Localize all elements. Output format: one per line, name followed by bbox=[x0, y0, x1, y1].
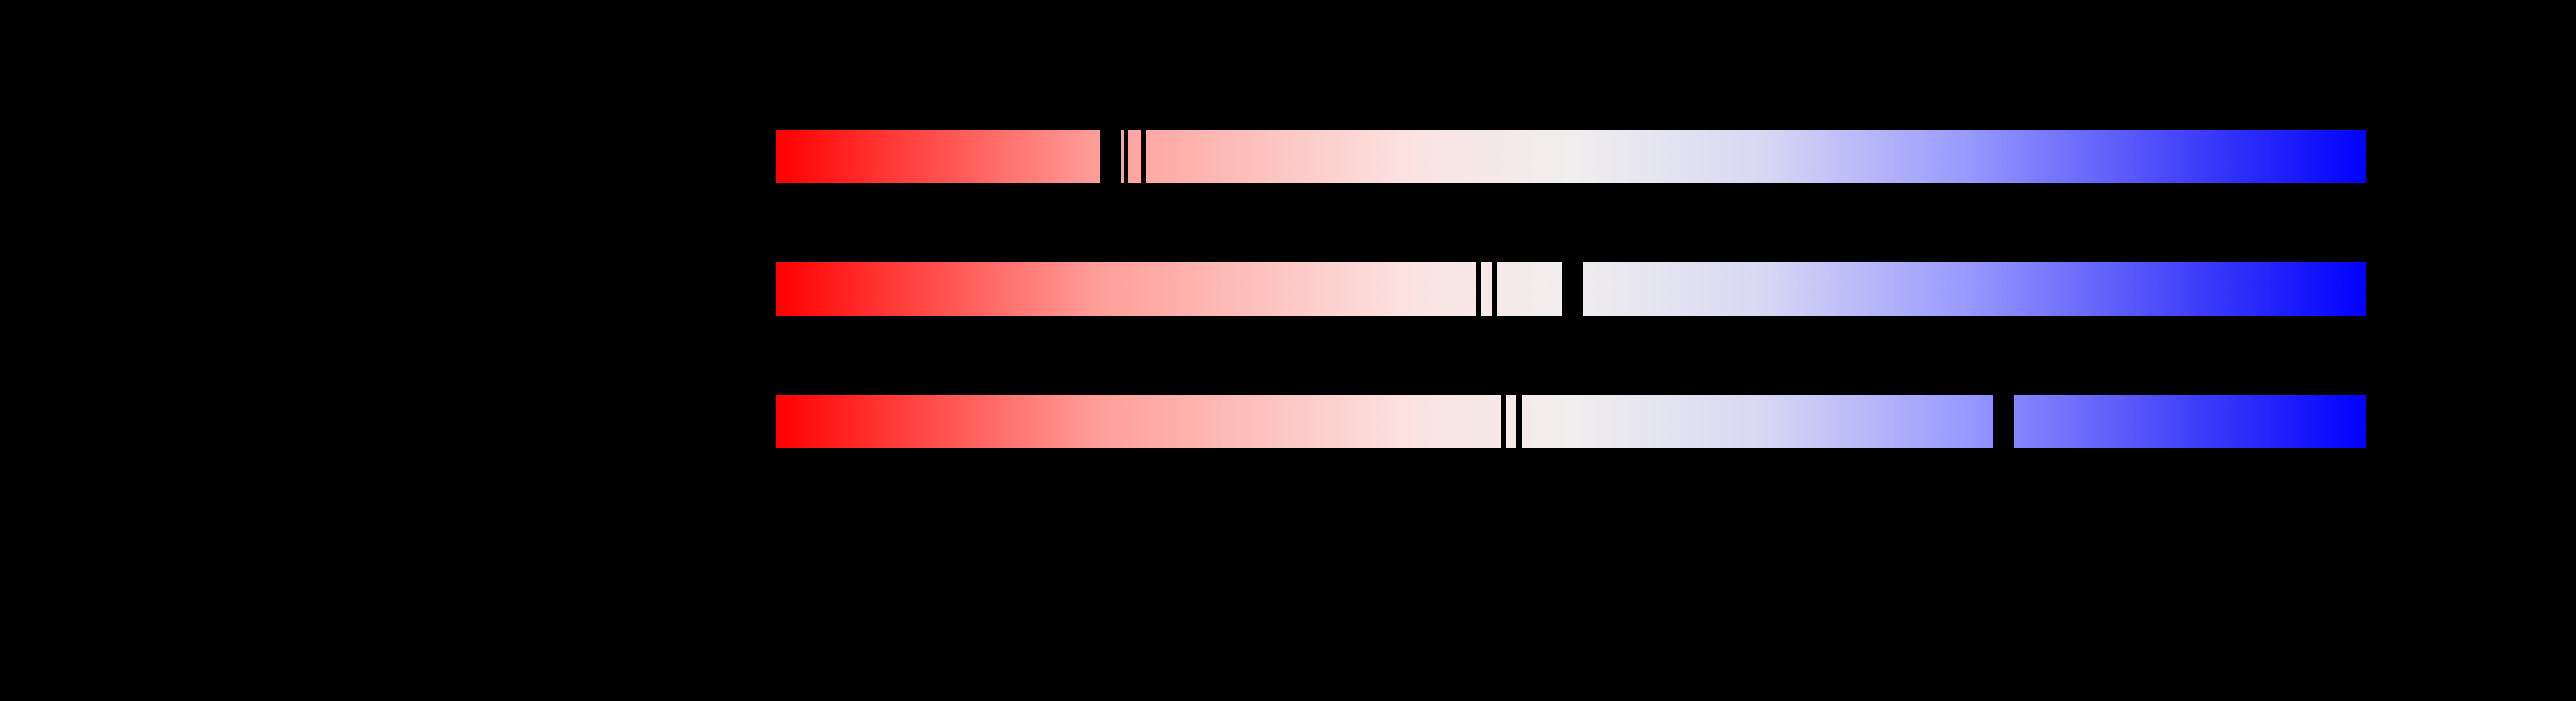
marker-line-thin bbox=[1516, 395, 1522, 448]
gradient-bar-1 bbox=[775, 129, 2366, 183]
marker-line-thin bbox=[1501, 395, 1506, 448]
marker-line-thin bbox=[1141, 129, 1146, 183]
gradient-bar-3 bbox=[775, 395, 2366, 448]
marker-line-wide bbox=[1992, 395, 2014, 448]
marker-line-thin bbox=[1476, 262, 1481, 316]
marker-line-thin bbox=[1124, 129, 1128, 183]
marker-line-wide bbox=[1099, 129, 1121, 183]
gradient-bar-2 bbox=[775, 262, 2366, 316]
marker-line-wide bbox=[1562, 262, 1583, 316]
marker-line-thin bbox=[1492, 262, 1497, 316]
